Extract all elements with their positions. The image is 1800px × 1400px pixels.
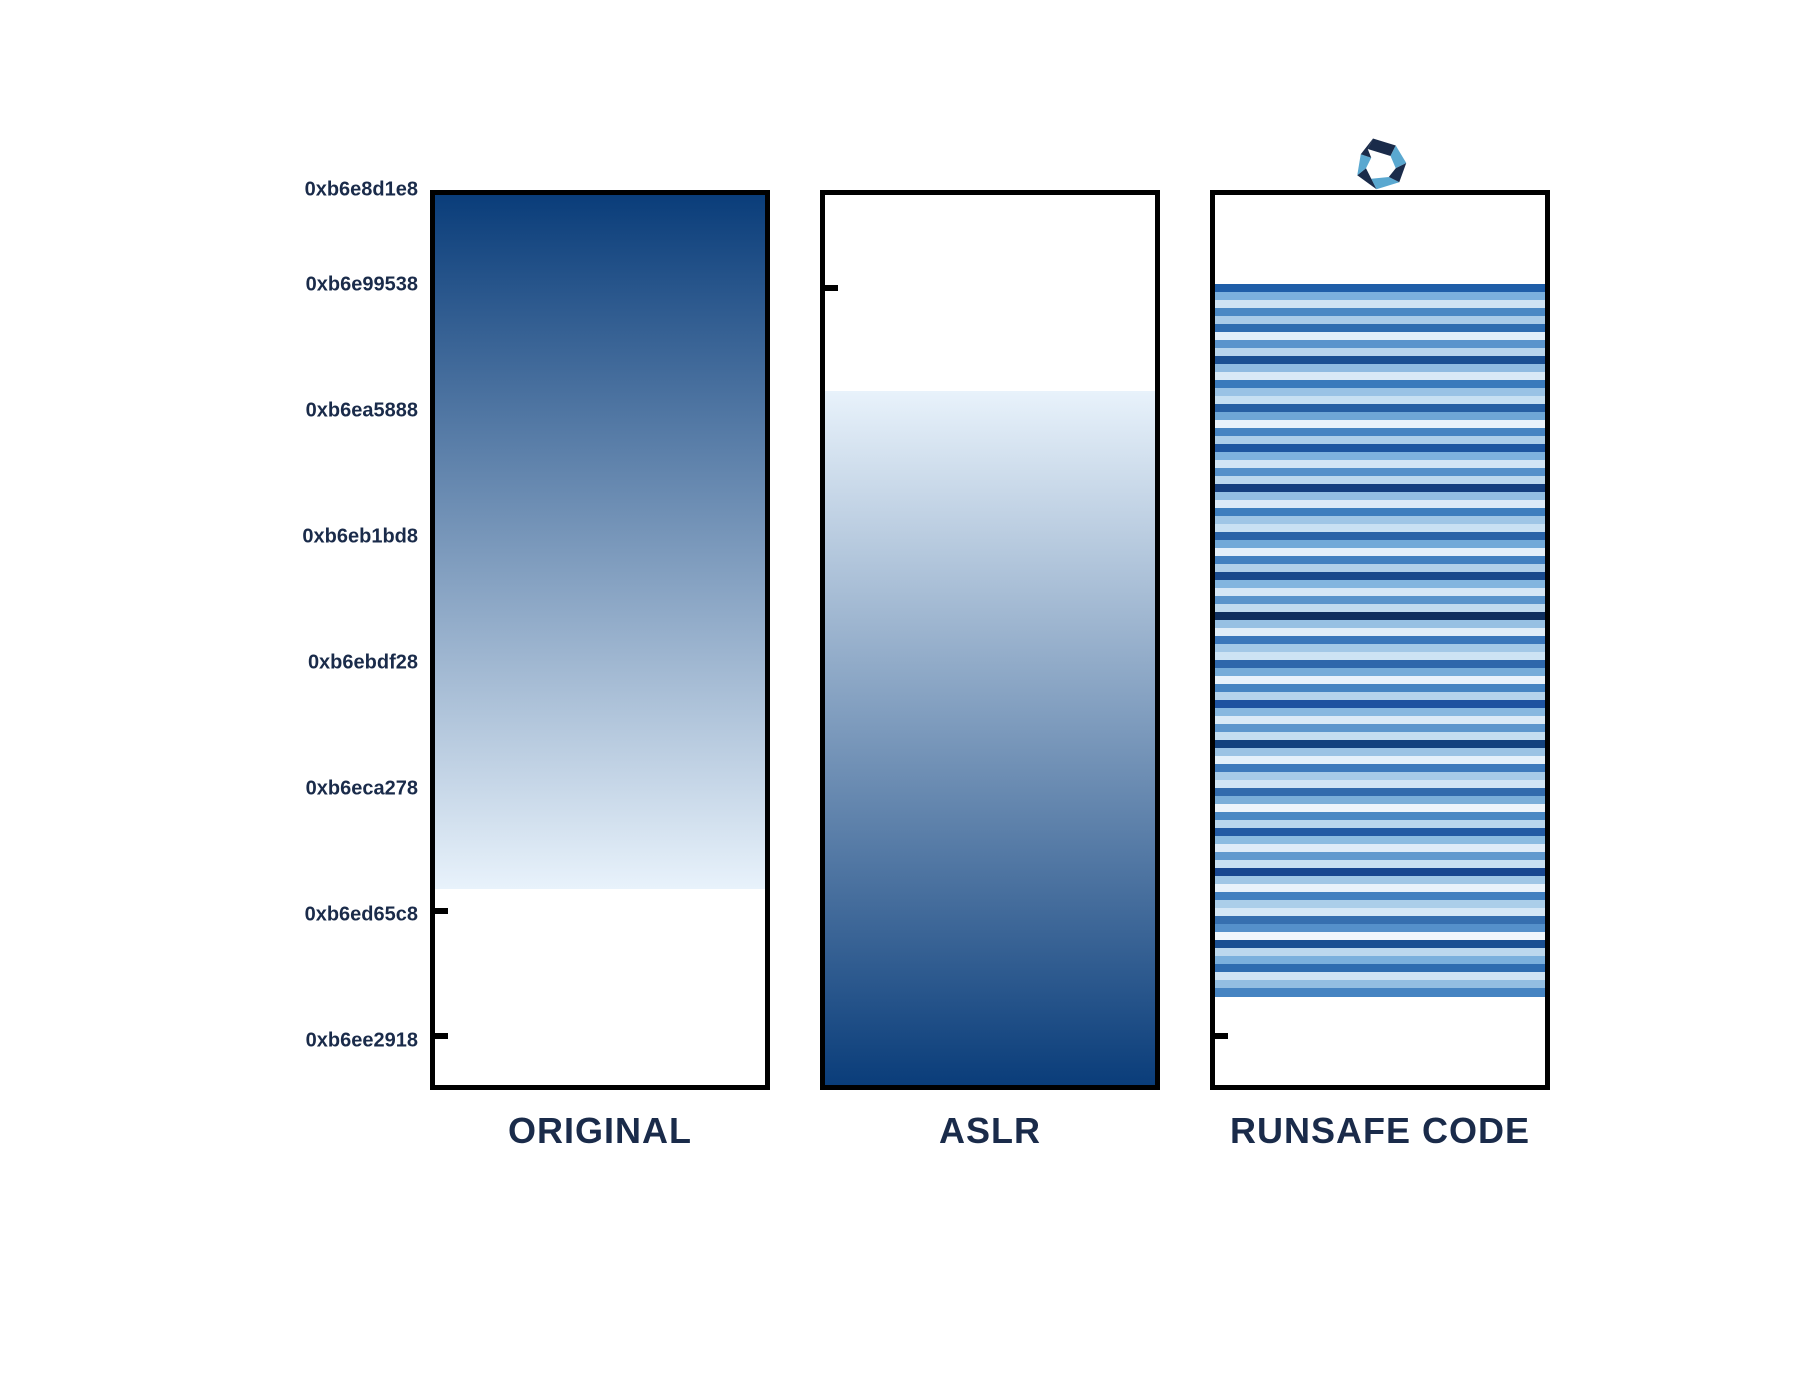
column-label: RUNSAFE CODE bbox=[1210, 1110, 1550, 1152]
y-axis-label: 0xb6e8d1e8 bbox=[305, 179, 418, 202]
memory-layout-diagram: 0xb6e8d1e80xb6e995380xb6ea58880xb6eb1bd8… bbox=[250, 190, 1550, 1210]
columns-container: ORIGINALASLR RUNSAFE CODE bbox=[430, 190, 1550, 1090]
column-aslr: ASLR bbox=[820, 190, 1160, 1090]
gradient-fill bbox=[825, 391, 1155, 1085]
stripe bbox=[1215, 988, 1545, 997]
column-label: ORIGINAL bbox=[430, 1110, 770, 1152]
column-original: ORIGINAL bbox=[430, 190, 770, 1090]
y-axis-label: 0xb6eb1bd8 bbox=[302, 525, 418, 548]
axis-tick bbox=[1210, 1033, 1228, 1039]
runsafe-logo-icon bbox=[1335, 128, 1425, 198]
y-axis-label: 0xb6ebdf28 bbox=[308, 651, 418, 674]
memory-box bbox=[820, 190, 1160, 1090]
y-axis-label: 0xb6eca278 bbox=[306, 777, 418, 800]
y-axis-label: 0xb6e99538 bbox=[306, 273, 418, 296]
column-label: ASLR bbox=[820, 1110, 1160, 1152]
axis-tick bbox=[430, 1033, 448, 1039]
y-axis-label: 0xb6ed65c8 bbox=[305, 903, 418, 926]
y-axis-label: 0xb6ea5888 bbox=[306, 399, 418, 422]
column-runsafe: RUNSAFE CODE bbox=[1210, 190, 1550, 1090]
stripes-fill bbox=[1215, 284, 1545, 996]
memory-box bbox=[1210, 190, 1550, 1090]
y-axis-label: 0xb6ee2918 bbox=[306, 1029, 418, 1052]
axis-tick bbox=[820, 285, 838, 291]
y-axis: 0xb6e8d1e80xb6e995380xb6ea58880xb6eb1bd8… bbox=[250, 190, 430, 1090]
axis-tick bbox=[430, 908, 448, 914]
memory-box bbox=[430, 190, 770, 1090]
chart-area: 0xb6e8d1e80xb6e995380xb6ea58880xb6eb1bd8… bbox=[250, 190, 1550, 1090]
gradient-fill bbox=[435, 195, 765, 889]
